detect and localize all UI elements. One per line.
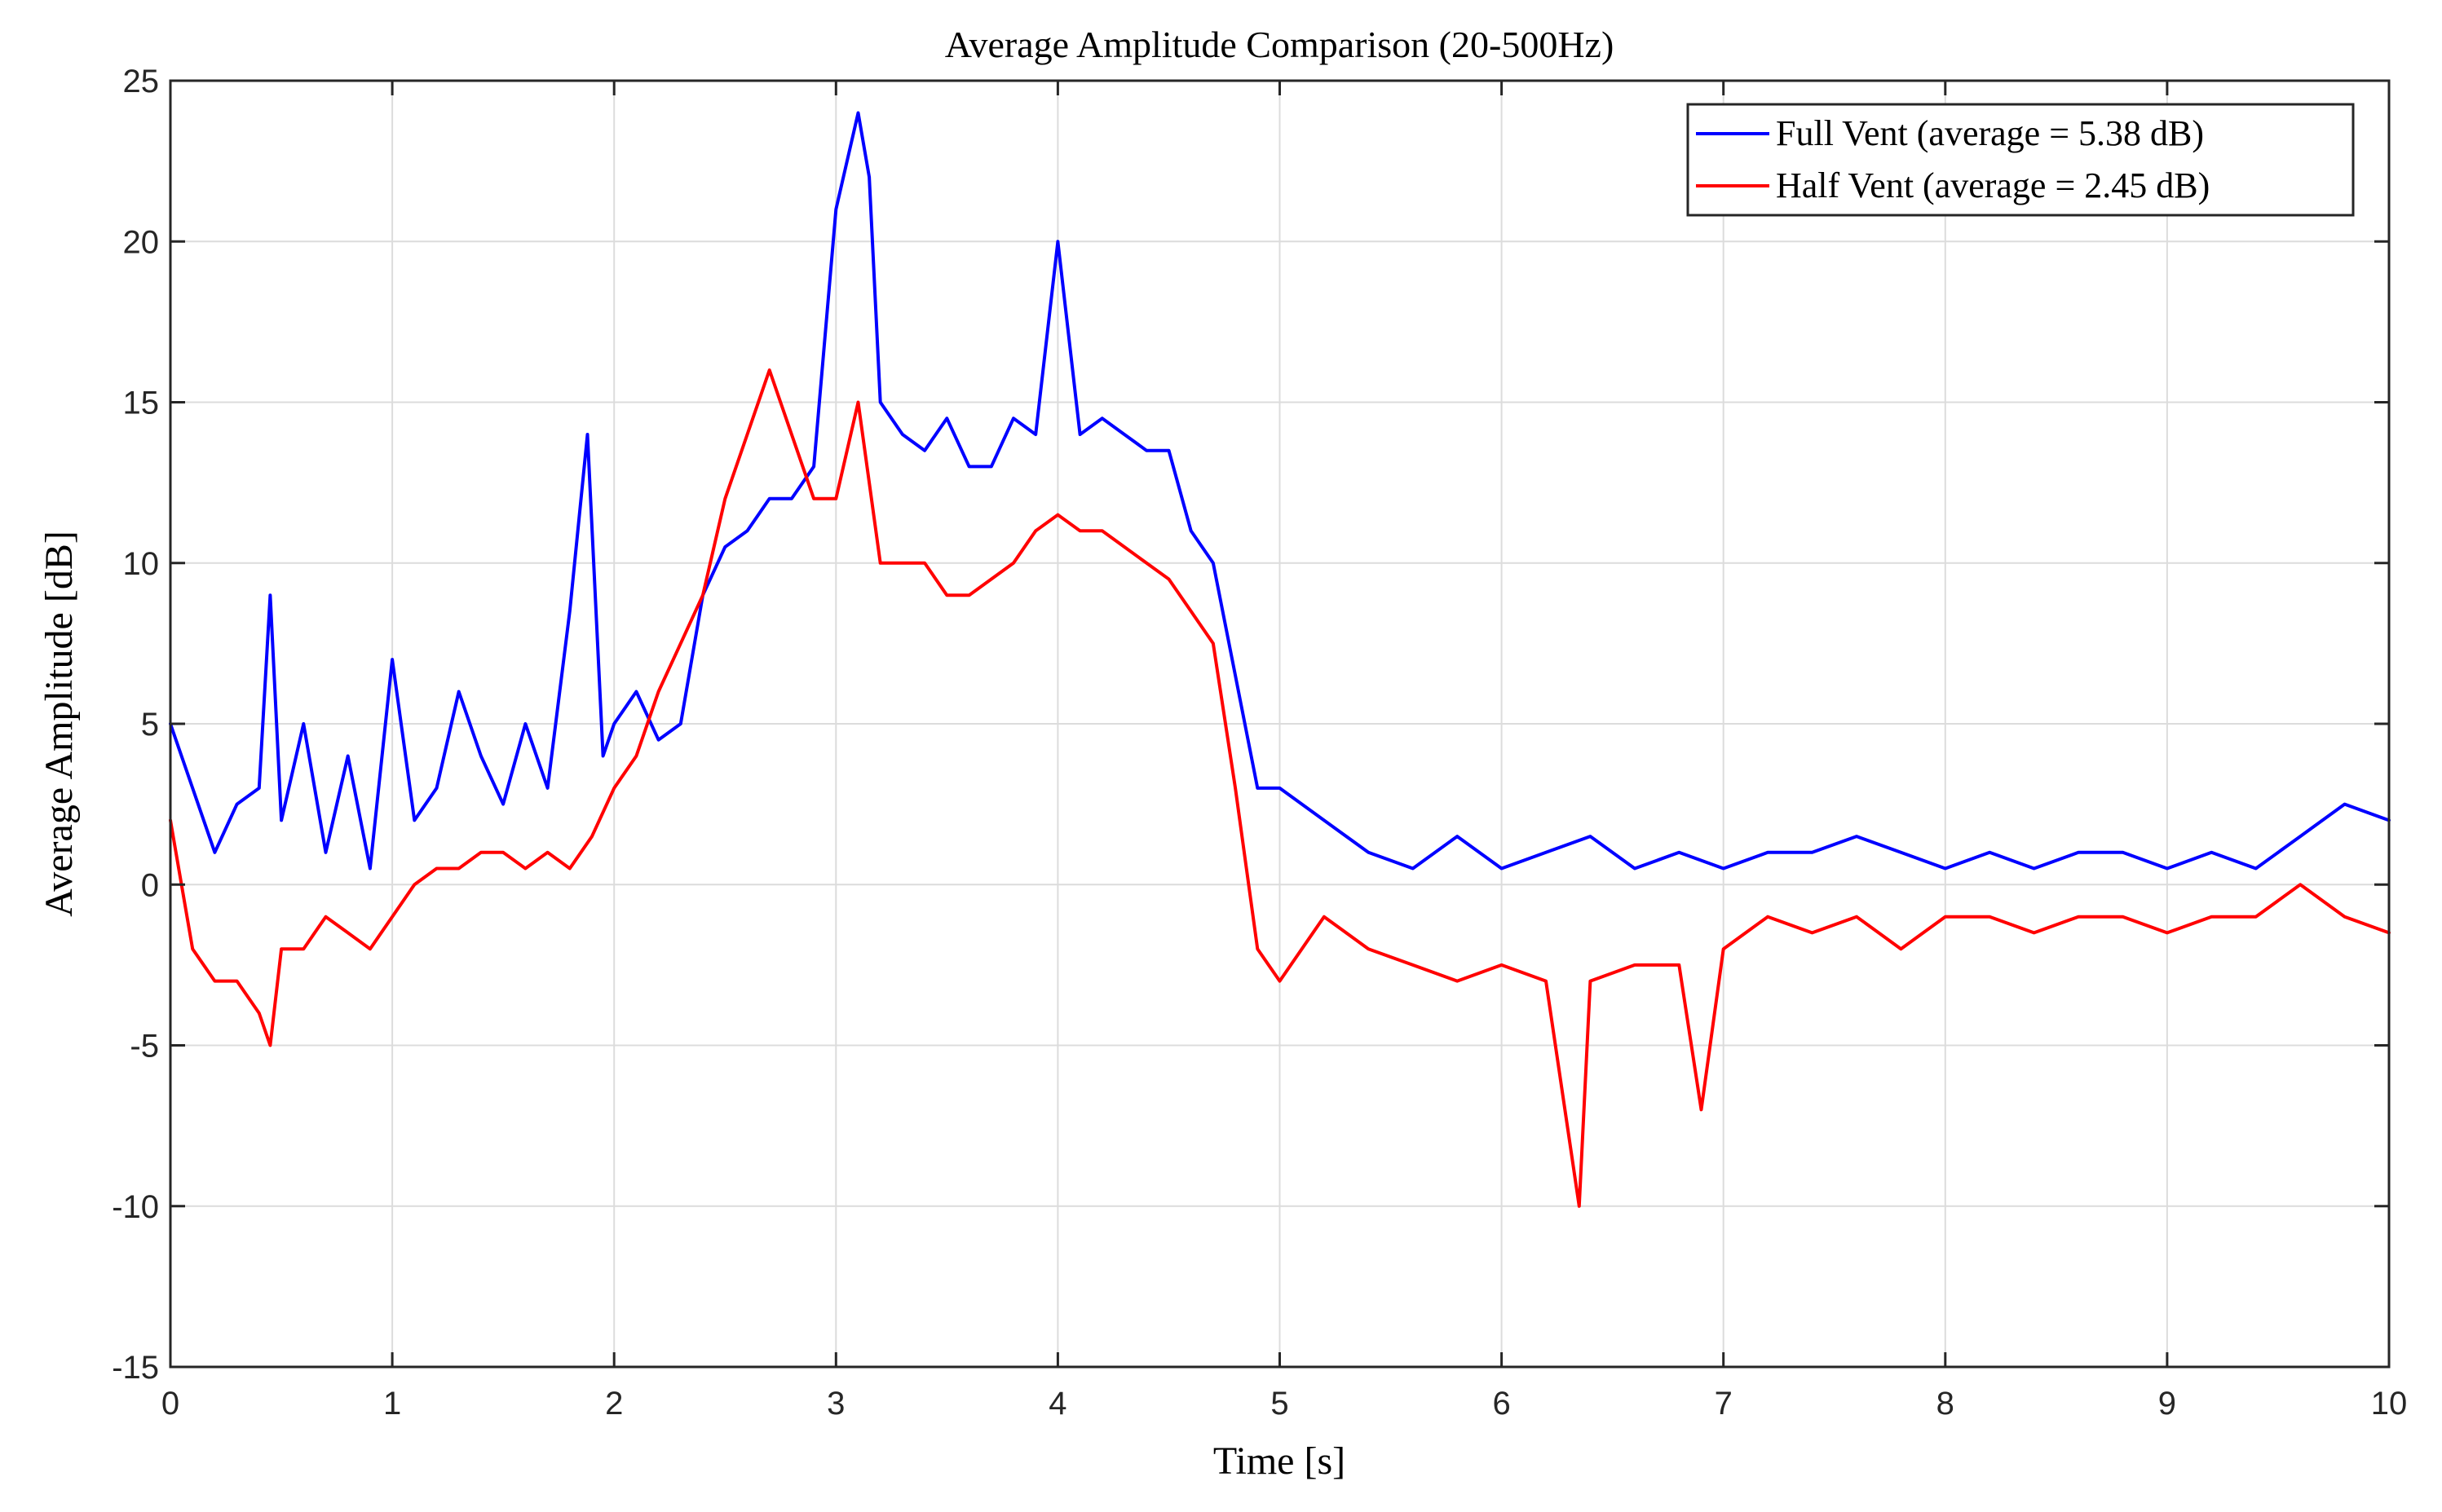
y-tick-label: 0 xyxy=(141,867,159,903)
series-line-0 xyxy=(169,111,2391,871)
x-tick-label: 3 xyxy=(827,1386,845,1422)
y-tick-label: -10 xyxy=(112,1189,159,1225)
ticks: 0 1 2 3 4 5 6 7 8 9 10 25 20 15 10 5 0 -5 -10 -15 xyxy=(112,64,2407,1422)
y-tick-label: 5 xyxy=(141,707,159,743)
y-axis-label: Average Amplitude [dB] xyxy=(38,531,81,917)
series-line-1 xyxy=(169,368,2391,1208)
x-tick-label: 0 xyxy=(161,1386,179,1422)
legend: Full Vent (average = 5.38 dB) Half Vent … xyxy=(1686,103,2355,217)
y-tick-label: -5 xyxy=(130,1029,159,1065)
y-tick-label: 15 xyxy=(123,386,160,421)
x-tick-label: 6 xyxy=(1492,1386,1510,1422)
x-tick-label: 8 xyxy=(1936,1386,1954,1422)
x-tick-label: 2 xyxy=(605,1386,623,1422)
x-tick-label: 7 xyxy=(1715,1386,1733,1422)
series-lines xyxy=(169,111,2391,1208)
legend-box xyxy=(1686,103,2355,217)
legend-label-full-vent: Full Vent (average = 5.38 dB) xyxy=(1776,113,2204,153)
chart-title: Average Amplitude Comparison (20-500Hz) xyxy=(945,24,1614,65)
x-tick-label: 1 xyxy=(383,1386,401,1422)
y-tick-label: 20 xyxy=(123,224,160,260)
x-tick-label: 10 xyxy=(2371,1386,2408,1422)
x-axis-label: Time [s] xyxy=(1213,1439,1345,1483)
x-tick-label: 4 xyxy=(1049,1386,1066,1422)
grid xyxy=(170,81,2389,1367)
y-tick-label: -15 xyxy=(112,1350,159,1386)
y-tick-label: 25 xyxy=(123,64,160,99)
x-tick-label: 5 xyxy=(1270,1386,1288,1422)
x-tick-label: 9 xyxy=(2158,1386,2176,1422)
legend-label-half-vent: Half Vent (average = 2.45 dB) xyxy=(1776,165,2210,205)
y-tick-label: 10 xyxy=(123,546,160,582)
